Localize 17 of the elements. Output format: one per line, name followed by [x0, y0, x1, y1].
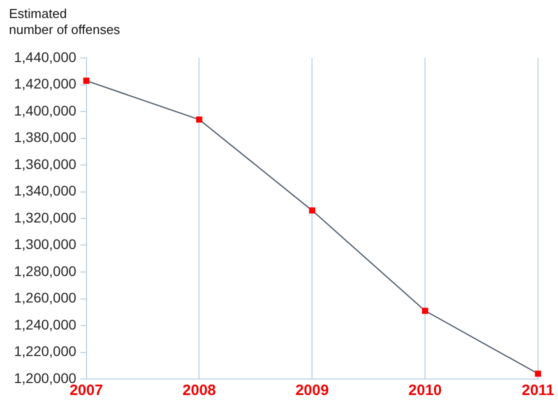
y-axis-title: Estimated number of offenses — [9, 6, 120, 38]
x-tick-label: 2011 — [522, 382, 554, 400]
y-tick-label: 1,300,000 — [14, 236, 76, 252]
y-tick-label: 1,440,000 — [14, 48, 76, 65]
y-tick-label: 1,420,000 — [14, 76, 76, 92]
y-tick-label: 1,240,000 — [14, 316, 76, 332]
x-tick-label: 2010 — [408, 382, 442, 400]
y-tick-label: 1,280,000 — [14, 262, 76, 279]
y-tick-label: 1,220,000 — [14, 343, 76, 360]
y-tick-label: 1,360,000 — [14, 156, 76, 172]
y-tick-label: 1,340,000 — [14, 182, 76, 199]
x-tick-label: 2008 — [182, 382, 216, 400]
x-tick-label: 2009 — [295, 382, 329, 400]
y-tick-label: 1,380,000 — [14, 129, 76, 146]
y-tick-label: 1,400,000 — [14, 102, 76, 118]
y-tick-label: 1,260,000 — [14, 290, 76, 306]
y-tick-label: 1,320,000 — [14, 209, 76, 226]
